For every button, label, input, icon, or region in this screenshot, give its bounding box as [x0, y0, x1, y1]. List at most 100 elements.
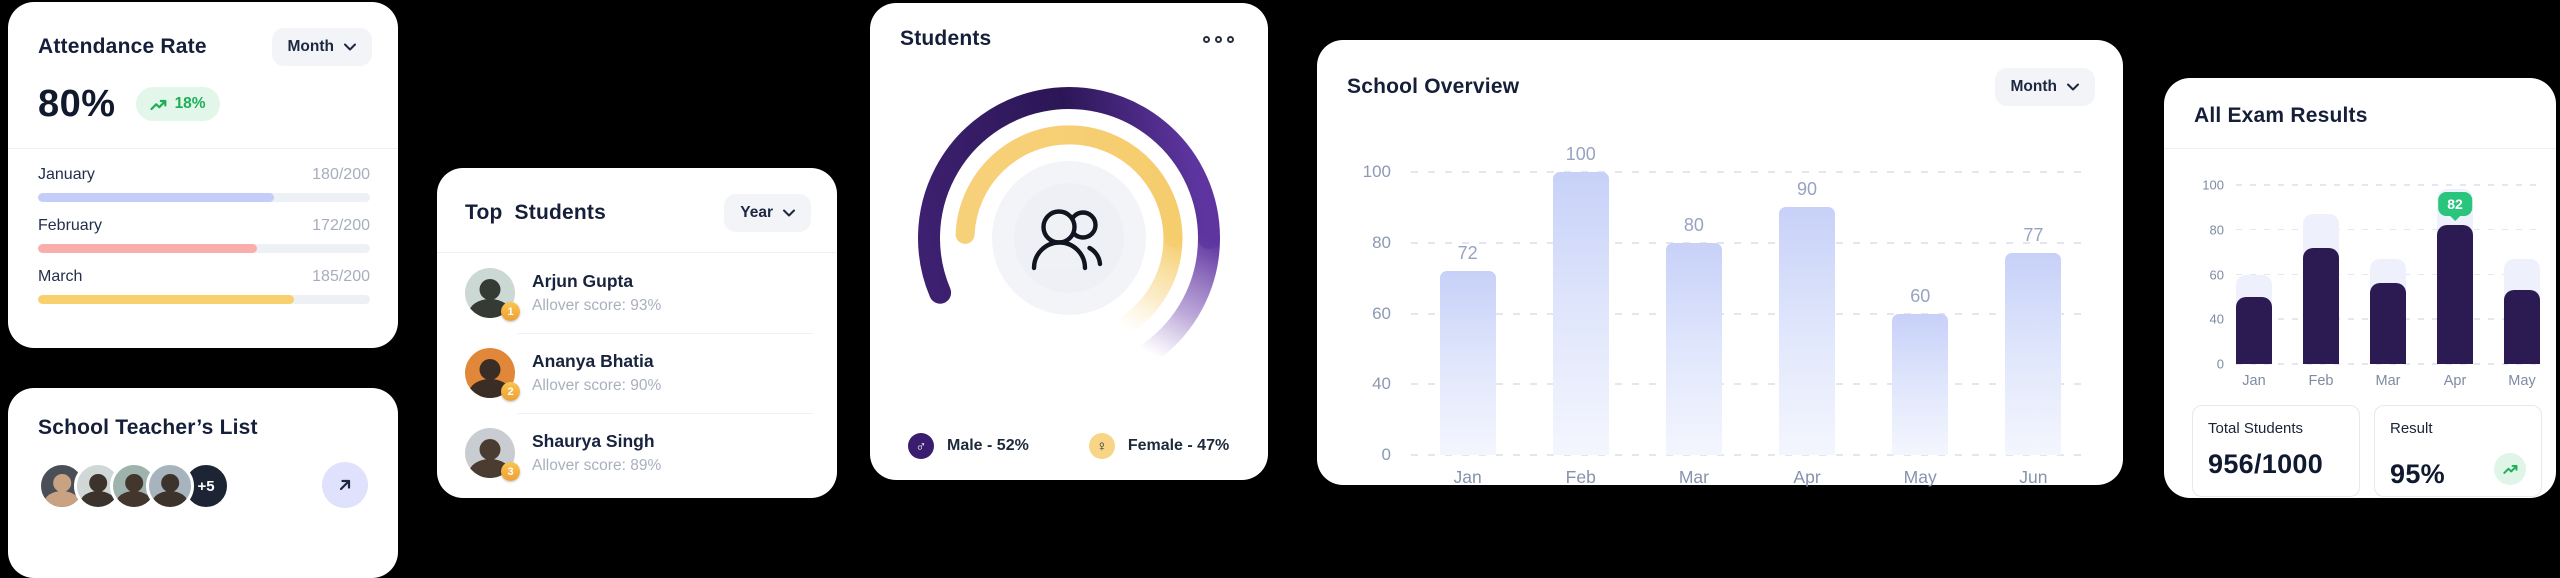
y-axis-tick-label: 80 [2209, 222, 2224, 238]
x-axis-tick-label: Jan [1453, 467, 1482, 487]
attendance-progress-fill [38, 193, 274, 202]
student-score: Allover score: 93% [532, 297, 662, 314]
overview-bar-slot: 60 [1892, 286, 1949, 455]
attendance-rate-value: 80% [38, 82, 116, 125]
y-axis-tick-label: 40 [2209, 311, 2224, 327]
overview-bar-slot: 80 [1665, 215, 1722, 455]
attendance-month-value: 185/200 [312, 268, 370, 285]
attendance-month-label: January [38, 166, 95, 183]
attendance-period-dropdown[interactable]: Month [271, 28, 372, 66]
result-stat: Result 95% [2374, 405, 2542, 497]
student-score: Allover score: 90% [532, 377, 662, 394]
school-overview-card: School Overview Month 100 80 60 40 0 72 100 80 9… [1317, 40, 2123, 487]
arrow-up-right-icon [339, 479, 351, 491]
gridline [1411, 171, 2090, 173]
student-list-item[interactable]: 3 Shaurya Singh Allover score: 89% [437, 413, 837, 493]
gridline [1411, 241, 2090, 244]
attendance-progress-track [38, 295, 370, 304]
open-teachers-button[interactable] [322, 462, 368, 508]
trend-up-icon [149, 99, 166, 110]
exam-bar [2504, 290, 2540, 364]
exam-bar [2437, 225, 2473, 364]
exam-stats-row: Total Students 956/1000 Result 95% [2192, 405, 2542, 497]
exam-bar [2370, 283, 2406, 364]
student-name: Arjun Gupta [532, 271, 634, 291]
overview-bar-slot: 100 [1552, 144, 1609, 455]
y-axis-tick-label: 60 [2209, 267, 2224, 282]
attendance-progress-track [38, 193, 370, 202]
overview-bar-slot: 77 [2005, 225, 2062, 455]
top-students-period-dropdown[interactable]: Year [724, 194, 811, 232]
exam-divider [2164, 148, 2556, 149]
rank-medal-badge: 3 [501, 462, 520, 481]
male-icon: ♂ [908, 433, 934, 459]
chevron-down-icon [344, 43, 356, 51]
top-students-title: Top Students [465, 201, 606, 224]
top-students-divider [437, 252, 837, 253]
attendance-progress-fill [38, 244, 258, 253]
x-axis-tick-label: May [2508, 373, 2536, 389]
overview-bar-slot: 72 [1439, 243, 1496, 455]
exam-bar [2303, 247, 2339, 364]
student-score: Allover score: 89% [532, 457, 662, 474]
students-card: Students ♂ Male [870, 3, 1268, 480]
attendance-progress-fill [38, 295, 294, 304]
attendance-delta-value: 18% [174, 95, 206, 112]
attendance-divider [8, 148, 398, 149]
exam-bar-slot [2370, 185, 2406, 364]
attendance-period-label: Month [287, 38, 334, 55]
students-title: Students [900, 27, 992, 50]
y-axis-tick-label: 100 [2202, 177, 2224, 193]
teachers-title: School Teacher’s List [38, 416, 258, 439]
overview-period-label: Month [2010, 78, 2057, 95]
x-axis-tick-label: Jun [2019, 467, 2048, 487]
student-list-item[interactable]: 1 Arjun Gupta Allover score: 93% [437, 253, 837, 333]
more-options-icon[interactable] [1199, 32, 1238, 47]
y-axis-tick-label: 0 [2216, 356, 2224, 372]
attendance-month-label: March [38, 268, 83, 285]
x-axis-tick-label: Mar [2375, 373, 2401, 389]
exam-title: All Exam Results [2194, 104, 2368, 127]
exam-results-card: All Exam Results 100 80 60 40 0 82 Jan Feb Mar Ap… [2164, 78, 2556, 498]
student-name: Ananya Bhatia [532, 351, 654, 371]
overview-bar [1779, 207, 1836, 455]
attendance-rate-card: Attendance Rate Month 80% 18% January 180… [8, 2, 398, 348]
trend-up-icon [2494, 452, 2526, 485]
overview-bar [1552, 172, 1609, 455]
exam-bar [2236, 296, 2272, 364]
attendance-row: March 185/200 [38, 268, 370, 304]
gridline [2236, 184, 2542, 186]
teachers-list-card: School Teacher’s List +5 [8, 388, 398, 578]
total-students-stat: Total Students 956/1000 [2192, 405, 2360, 497]
gender-legend-item: ♂ Male - 52% [908, 433, 1029, 459]
attendance-progress-track [38, 244, 370, 253]
y-axis-tick-label: 40 [1372, 374, 1391, 394]
gender-legend-label: Female - 47% [1127, 437, 1230, 454]
overview-bar [1892, 313, 1949, 455]
student-name: Shaurya Singh [532, 431, 655, 451]
exam-bar-slot [2504, 185, 2540, 364]
rank-medal-badge: 1 [501, 302, 520, 321]
gridline [1411, 312, 2090, 315]
y-axis-tick-label: 80 [1372, 232, 1391, 252]
gridline [2236, 228, 2542, 231]
overview-title: School Overview [1347, 75, 1520, 98]
attendance-delta-badge: 18% [135, 87, 220, 121]
student-list: 1 Arjun Gupta Allover score: 93% 2 Ananya Bh… [437, 253, 837, 493]
stat-label: Result [2390, 420, 2433, 437]
stat-value: 95% [2390, 459, 2445, 489]
teacher-avatar-group[interactable]: +5 [38, 462, 230, 510]
people-icon [1031, 209, 1103, 271]
overview-bar [1665, 242, 1722, 455]
overview-period-dropdown[interactable]: Month [1994, 68, 2095, 106]
x-axis-tick-label: Apr [2443, 373, 2467, 389]
x-axis-tick-label: May [1903, 467, 1937, 487]
top-students-card: Top Students Year 1 Arjun Gupta Allover sc… [437, 168, 837, 498]
overview-bar-slot: 90 [1779, 179, 1836, 455]
overview-bar [1439, 271, 1496, 455]
teacher-avatar [146, 462, 194, 510]
student-list-item[interactable]: 2 Ananya Bhatia Allover score: 90% [437, 333, 837, 413]
female-icon: ♀ [1088, 433, 1115, 459]
stat-value: 956/1000 [2208, 449, 2324, 479]
top-students-period-label: Year [740, 204, 773, 221]
